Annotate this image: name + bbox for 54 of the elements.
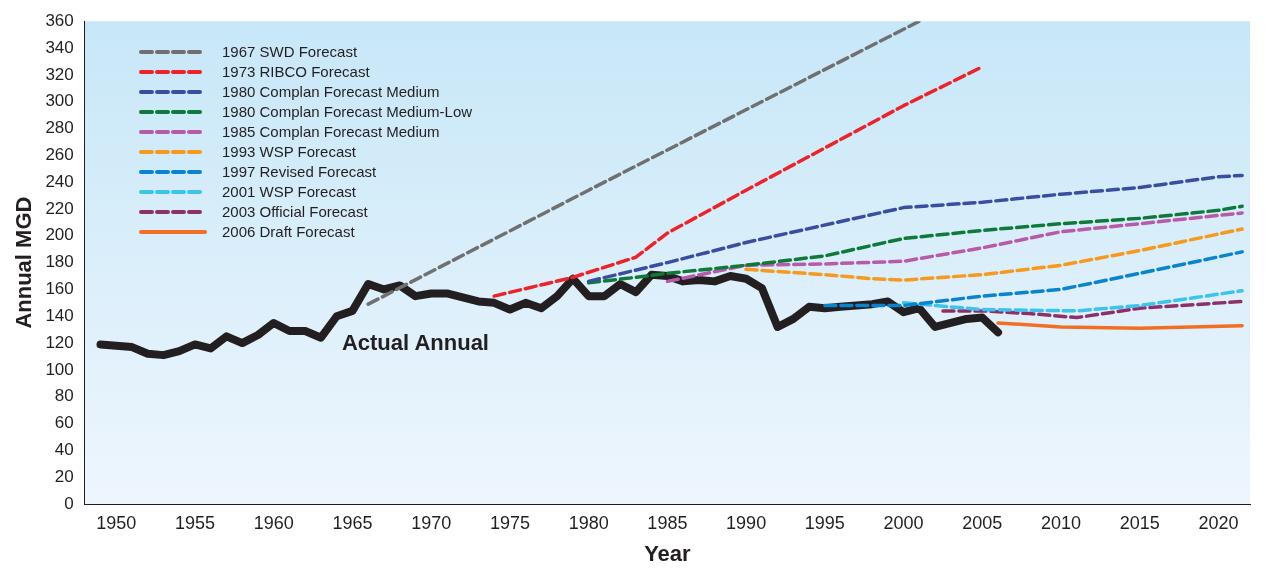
legend-label: 2001 WSP Forecast (222, 182, 356, 202)
x-tick-label: 1970 (411, 512, 452, 533)
line-series (744, 227, 1244, 282)
legend-label: 2003 Official Forecast (222, 202, 368, 222)
y-tick-label: 340 (45, 37, 74, 57)
line-series (586, 173, 1244, 284)
x-tick-label: 1980 (568, 512, 609, 533)
series-label: Actual Annual (341, 330, 489, 356)
y-tick-label: 260 (45, 145, 74, 164)
x-tick-label: 1990 (726, 512, 767, 533)
legend-label: 2006 Draft Forecast (222, 222, 355, 242)
y-tick-label: 120 (45, 332, 74, 352)
legend-label: 1973 RIBCO Forecast (222, 62, 370, 82)
line-series (901, 289, 1244, 313)
line-series (586, 204, 1244, 285)
legend-label: 1985 Complan Forecast Medium (222, 122, 440, 142)
y-tick-label: 100 (45, 359, 74, 379)
x-tick-label: 1985 (647, 512, 688, 533)
y-tick-label: 300 (45, 91, 74, 111)
x-tick-label: 1955 (174, 512, 216, 533)
y-tick-label: 360 (45, 10, 74, 30)
x-tick-label: 2000 (883, 512, 924, 533)
y-tick-label: 280 (45, 118, 74, 138)
legend-label: 1993 WSP Forecast (222, 142, 356, 162)
y-tick-label: 320 (45, 64, 74, 84)
y-tick-label: 80 (54, 386, 74, 406)
legend-label: 1997 Revised Forecast (222, 162, 377, 182)
x-tick-label: 1950 (96, 512, 137, 533)
x-tick-label: 2015 (1119, 512, 1160, 533)
y-axis-title: Annual MGD (11, 196, 37, 329)
x-tick-label: 1975 (489, 512, 530, 533)
y-tick-label: 140 (45, 305, 74, 325)
y-tick-label: 240 (45, 171, 74, 191)
x-tick-label: 1960 (253, 512, 294, 533)
y-tick-label: 40 (54, 440, 74, 460)
y-tick-label: 20 (54, 466, 74, 486)
legend-label: 1980 Complan Forecast Medium (222, 82, 440, 102)
y-tick-label: 200 (45, 225, 74, 245)
line-series (941, 299, 1244, 320)
y-tick-label: 220 (45, 198, 74, 218)
line-series (823, 250, 1244, 308)
x-tick-label: 2010 (1041, 512, 1082, 533)
line-series (665, 211, 1244, 284)
x-tick-label: 2020 (1198, 512, 1239, 533)
x-axis-title: Year (644, 540, 692, 566)
legend-label: 1967 SWD Forecast (222, 42, 358, 62)
x-tick-label: 2005 (962, 512, 1003, 533)
legend-label: 1980 Complan Forecast Medium-Low (222, 102, 473, 122)
y-tick-label: 180 (45, 252, 74, 272)
y-tick-label: 0 (64, 493, 74, 513)
x-tick-label: 1995 (804, 512, 845, 533)
y-tick-label: 60 (54, 413, 74, 433)
y-tick-label: 160 (45, 279, 74, 299)
x-tick-label: 1965 (332, 512, 373, 533)
